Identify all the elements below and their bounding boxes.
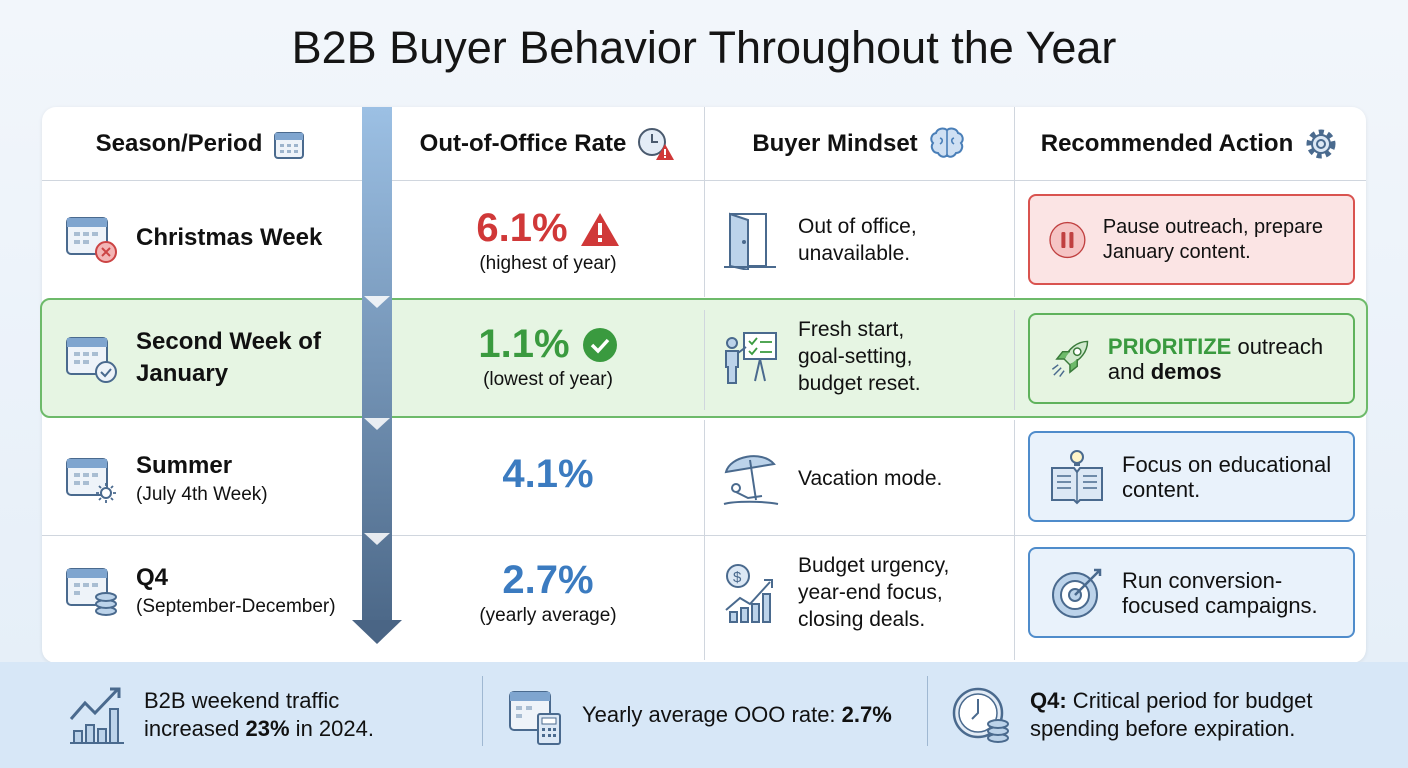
mindset-summer: Vacation mode.: [722, 448, 942, 508]
footer-average-stat: Yearly average OOO rate: 2.7%: [508, 662, 892, 768]
calendar-icon: [274, 131, 305, 159]
svg-text:$: $: [733, 569, 742, 586]
footer-band: [0, 662, 1408, 768]
divider: [704, 420, 705, 660]
period-name: Q4: [136, 564, 169, 591]
arrow-notch: [364, 296, 390, 308]
action-text: Run conversion-focused campaigns.: [1122, 567, 1318, 618]
header-label: Out-of-Office Rate: [419, 129, 627, 157]
action-emphasis: PRIORITIZE: [1107, 333, 1232, 359]
rate-christmas: 6.1% (highest of year): [392, 206, 704, 275]
footer-text-part: B2B weekend traffic increased: [144, 688, 340, 741]
calendar-sun-icon: [66, 458, 116, 503]
divider: [1014, 420, 1015, 660]
rate-note: (lowest of year): [483, 369, 613, 390]
header-rate: Out-of-Office Rate: [392, 107, 704, 180]
beach-umbrella-icon: [723, 455, 779, 505]
footer-divider: [482, 676, 483, 746]
clock-warning-icon: [638, 127, 675, 160]
action-christmas: Pause outreach, prepare January content.: [1028, 194, 1355, 285]
presentation-icon: [725, 331, 777, 384]
action-text: Focus on educational content.: [1122, 451, 1332, 502]
rocket-icon: [1051, 340, 1089, 377]
calendar-coins-icon: [66, 568, 117, 616]
page-title: B2B Buyer Behavior Throughout the Year: [291, 22, 1117, 73]
action-q4: Run conversion-focused campaigns.: [1028, 547, 1355, 638]
mindset-january: Fresh start, goal-setting, budget reset.: [722, 316, 948, 397]
period-name: Second Week of January: [136, 328, 321, 387]
header-period: Season/Period: [42, 107, 360, 180]
divider: [1014, 310, 1015, 410]
divider: [1014, 107, 1015, 297]
footer-divider: [927, 676, 928, 746]
arrow-notch: [364, 418, 390, 430]
header-action: Recommended Action: [1014, 107, 1366, 180]
period-january: Second Week of January: [64, 326, 326, 390]
divider: [704, 107, 705, 297]
period-subtitle: (July 4th Week): [136, 484, 268, 505]
gear-icon: [1306, 129, 1336, 158]
footer-emphasis: Q4:: [1030, 688, 1067, 713]
period-summer: Summer (July 4th Week): [64, 450, 268, 508]
calendar-check-icon: [66, 337, 117, 383]
rate-value: 2.7%: [502, 558, 594, 602]
period-name: Summer: [136, 452, 233, 479]
divider: [704, 310, 705, 410]
footer-text-part: Critical period for budget spending befo…: [1030, 688, 1313, 741]
footer-text: Q4: Critical period for budget spending …: [1030, 687, 1350, 743]
action-january: PRIORITIZE outreach and demos: [1028, 313, 1355, 404]
trend-chart-icon: [69, 687, 124, 744]
arrow-head: [352, 620, 402, 644]
door-icon: [724, 212, 776, 270]
growth-chart-icon: $: [725, 563, 773, 623]
mindset-text: Budget urgency, year-end focus, closing …: [798, 554, 950, 631]
clock-coins-icon: [952, 687, 1009, 743]
rate-note: (yearly average): [479, 605, 617, 626]
brain-icon: [930, 127, 964, 158]
arrow-notch: [364, 533, 390, 545]
footer-traffic-stat: B2B weekend traffic increased 23% in 202…: [68, 662, 414, 768]
rate-value: 6.1%: [476, 206, 568, 250]
rate-summer: 4.1%: [392, 452, 704, 497]
rate-value: 1.1%: [478, 322, 570, 366]
pause-icon: [1049, 221, 1086, 258]
footer-emphasis: 2.7%: [841, 702, 892, 727]
action-summer: Focus on educational content.: [1028, 431, 1355, 522]
calendar-calculator-icon: [509, 691, 561, 745]
target-icon: [1052, 568, 1102, 618]
mindset-text: Vacation mode.: [798, 466, 943, 490]
action-text: Pause outreach, prepare January content.: [1102, 215, 1323, 263]
header-label: Season/Period: [95, 129, 263, 157]
mindset-text: Out of office, unavailable.: [798, 215, 917, 265]
rate-january: 1.1% (lowest of year): [392, 322, 704, 391]
footer-text: B2B weekend traffic increased 23% in 202…: [144, 687, 414, 743]
rate-q4: 2.7% (yearly average): [392, 558, 704, 627]
mindset-q4: $ Budget urgency, year-end focus, closin…: [722, 552, 973, 633]
check-circle-icon: [582, 327, 617, 362]
warning-icon: [580, 212, 619, 246]
period-q4: Q4 (September-December): [64, 562, 336, 620]
action-text-part: outreach and: [1107, 333, 1324, 384]
header-mindset: Buyer Mindset: [704, 107, 1014, 180]
book-lightbulb-icon: [1051, 449, 1103, 504]
header-label: Buyer Mindset: [752, 129, 918, 157]
rate-note: (highest of year): [479, 253, 617, 274]
period-christmas: Christmas Week: [64, 212, 322, 264]
footer-text-part: Yearly average OOO rate:: [582, 702, 842, 727]
action-text: PRIORITIZE outreach and demos: [1108, 334, 1353, 384]
footer-text: Yearly average OOO rate: 2.7%: [582, 701, 892, 729]
footer-text-part: in 2024.: [289, 716, 374, 741]
period-name: Christmas Week: [136, 224, 323, 251]
period-subtitle: (September-December): [136, 596, 336, 617]
timeline-arrow: [362, 107, 392, 625]
mindset-christmas: Out of office, unavailable.: [722, 210, 948, 270]
rate-value: 4.1%: [502, 452, 594, 496]
calendar-x-icon: [66, 217, 117, 263]
header-label: Recommended Action: [1040, 129, 1294, 157]
action-emphasis: demos: [1150, 358, 1222, 384]
footer-q4-note: Q4: Critical period for budget spending …: [952, 662, 1350, 768]
mindset-text: Fresh start, goal-setting, budget reset.: [798, 318, 921, 395]
footer-emphasis: 23%: [245, 716, 290, 741]
